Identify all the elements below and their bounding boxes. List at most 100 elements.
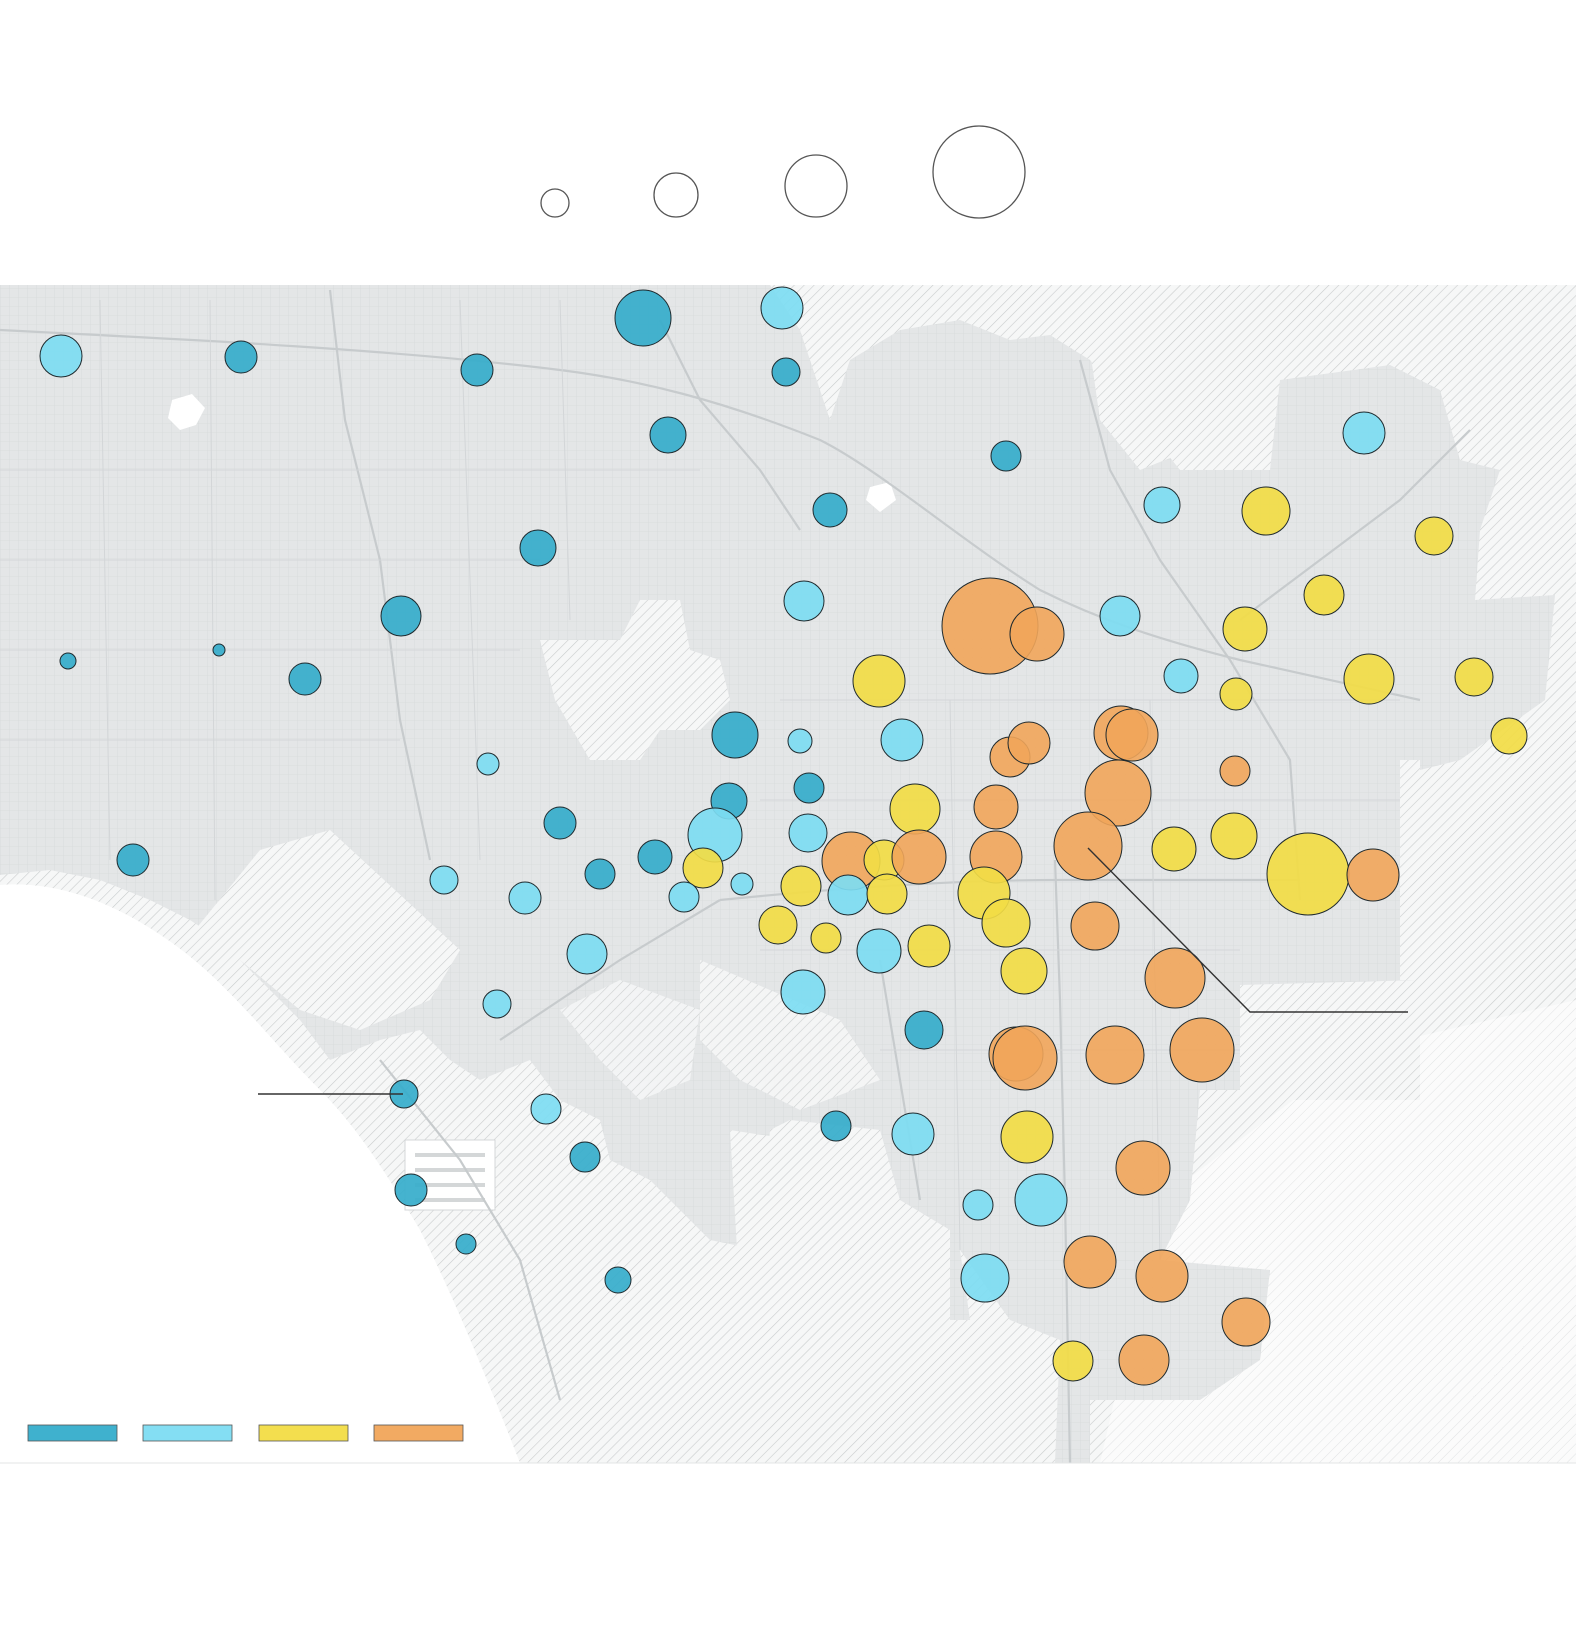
size-legend-medium <box>784 154 848 218</box>
bubble-dark-blue <box>455 1233 477 1255</box>
bubble-dark-blue <box>771 357 801 387</box>
bubble-orange <box>1063 1235 1117 1289</box>
bubble-orange <box>1221 1297 1271 1347</box>
bubble-dark-blue <box>288 662 322 696</box>
bubble-dark-blue <box>649 416 687 454</box>
bubble-light-blue <box>787 728 813 754</box>
bubble-light-blue <box>960 1253 1010 1303</box>
bubble-dark-blue <box>584 858 616 890</box>
hatched-pocket-glendale <box>1400 760 1420 980</box>
bubble-dark-blue <box>637 839 673 875</box>
bubble-dark-blue <box>460 353 494 387</box>
bubble-light-blue <box>1143 486 1181 524</box>
bubble-dark-blue <box>990 440 1022 472</box>
bubble-dark-blue <box>711 711 759 759</box>
bubble-yellow <box>1000 947 1048 995</box>
bubble-dark-blue <box>904 1010 944 1050</box>
bubble-yellow <box>1414 516 1454 556</box>
airport-icon <box>404 1139 496 1211</box>
bubble-light-blue <box>668 881 700 913</box>
bubble-light-blue <box>891 1112 935 1156</box>
bubble-light-blue <box>1014 1173 1068 1227</box>
bubble-light-blue <box>962 1189 994 1221</box>
bubble-light-blue <box>780 969 826 1015</box>
bubble-dark-blue <box>543 806 577 840</box>
minor-roads <box>0 299 1400 1261</box>
bubble-orange <box>1118 1334 1170 1386</box>
bubble-light-blue <box>880 718 924 762</box>
size-legend-small <box>653 172 699 218</box>
bubble-orange <box>1135 1249 1189 1303</box>
bubble-orange <box>891 829 947 885</box>
bubble-orange <box>1053 811 1123 881</box>
bubble-yellow <box>1151 826 1197 872</box>
bubble-yellow <box>1343 653 1395 705</box>
bubble-dark-blue <box>793 772 825 804</box>
bubble-light-blue <box>783 580 825 622</box>
size-legend <box>540 125 1026 219</box>
bubble-orange <box>1115 1140 1171 1196</box>
bubble-orange <box>1105 708 1159 762</box>
bubble-light-blue <box>1099 595 1141 637</box>
bubble-light-blue <box>429 865 459 895</box>
hatched-pocket-inglewood <box>700 960 880 1110</box>
hatched-pocket-south <box>730 1130 900 1380</box>
reservoir-icon-2 <box>866 482 896 512</box>
legend-swatch-dark-blue <box>27 1424 118 1442</box>
hatched-pocket-southeast <box>1240 980 1420 1100</box>
bubble-dark-blue <box>820 1110 852 1142</box>
bubble-orange <box>1346 848 1400 902</box>
bubble-yellow <box>907 924 951 968</box>
bubble-orange <box>1169 1017 1235 1083</box>
bubble-yellow <box>1210 812 1258 860</box>
bubble-layer <box>39 286 1528 1386</box>
bubble-dark-blue <box>614 289 672 347</box>
bubble-light-blue <box>730 872 754 896</box>
ocean <box>0 884 520 1463</box>
bubble-light-blue <box>566 933 608 975</box>
bubble-dark-blue <box>212 643 226 657</box>
reservoir-icon <box>168 394 205 430</box>
bubble-yellow <box>1000 1110 1054 1164</box>
bubble-orange <box>1219 755 1251 787</box>
bubble-dark-blue <box>116 843 150 877</box>
bubble-yellow <box>1490 717 1528 755</box>
bubble-yellow <box>1303 574 1345 616</box>
bubble-dark-blue <box>59 652 77 670</box>
bubble-yellow <box>1222 606 1268 652</box>
bubble-orange <box>1144 947 1206 1009</box>
bubble-light-blue <box>788 813 828 853</box>
bubble-yellow <box>1266 832 1350 916</box>
size-legend-large <box>932 125 1026 219</box>
color-legend <box>27 1424 464 1442</box>
bubble-dark-blue <box>224 340 258 374</box>
legend-swatch-yellow <box>258 1424 349 1442</box>
leader-line-east <box>1087 847 1408 1013</box>
annotation-leader-lines <box>258 847 1408 1095</box>
bubble-yellow <box>1241 486 1291 536</box>
bubble-yellow <box>852 654 906 708</box>
bubble-light-blue <box>856 928 902 974</box>
bubble-light-blue <box>39 334 83 378</box>
bubble-light-blue <box>476 752 500 776</box>
bubble-yellow <box>1219 677 1253 711</box>
bubble-orange <box>992 1025 1058 1091</box>
bubble-orange <box>973 784 1019 830</box>
bubble-orange <box>1084 759 1152 827</box>
bubble-dark-blue <box>604 1266 632 1294</box>
bubble-yellow <box>981 898 1031 948</box>
bubble-orange <box>1007 721 1051 765</box>
bubble-yellow <box>810 922 842 954</box>
bubble-yellow <box>889 783 941 835</box>
bubble-yellow <box>1454 657 1494 697</box>
bubble-light-blue <box>760 286 804 330</box>
hatched-pocket-culver <box>560 980 700 1100</box>
bubble-orange <box>1009 606 1065 662</box>
hatched-pocket-santa-monica <box>195 830 460 1030</box>
bubble-orange <box>1085 1025 1145 1085</box>
bubble-dark-blue <box>394 1173 428 1207</box>
size-legend-smallest <box>540 188 570 218</box>
bubble-orange <box>1070 901 1120 951</box>
